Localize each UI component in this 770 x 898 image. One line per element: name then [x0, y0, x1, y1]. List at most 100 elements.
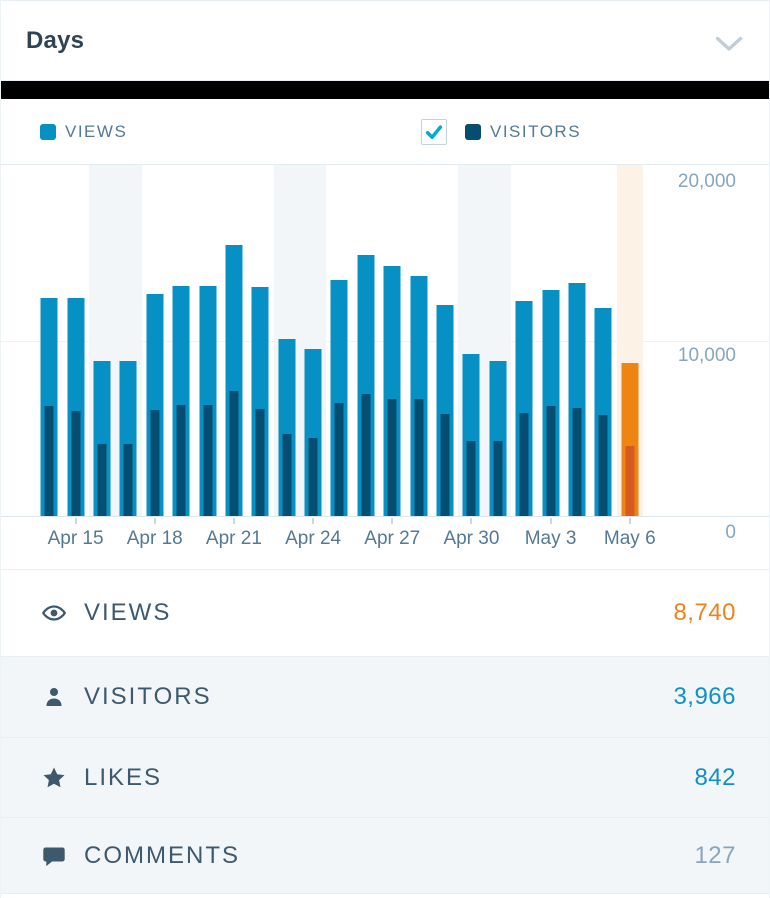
visitors-bar[interactable]: [572, 408, 582, 516]
x-axis-tick: [470, 518, 473, 524]
chart-bar-group-may-2[interactable]: [511, 165, 537, 516]
chart-bar-group-may-4[interactable]: [564, 165, 590, 516]
stat-tab-likes[interactable]: LIKES 842: [1, 737, 769, 817]
x-axis-tick: [628, 518, 631, 524]
chart-bar-group-apr-27[interactable]: [379, 165, 405, 516]
chart-bar-group-apr-26[interactable]: [353, 165, 379, 516]
x-axis-slot: [564, 517, 590, 569]
chart-bar-group-apr-21[interactable]: [221, 165, 247, 516]
stat-tab-visitors[interactable]: VISITORS 3,966: [1, 656, 769, 737]
legend-item-visitors[interactable]: VISITORS: [421, 99, 581, 164]
visitors-bar[interactable]: [44, 405, 54, 516]
x-axis-tick: [74, 518, 77, 524]
chart-bar-group-apr-15[interactable]: [62, 165, 88, 516]
stat-label-visitors: VISITORS: [84, 683, 212, 710]
x-axis-tick: [153, 518, 156, 524]
legend-views-label: VIEWS: [65, 121, 128, 141]
user-icon: [41, 684, 67, 710]
x-axis-slot: [326, 517, 352, 569]
visitors-bar[interactable]: [414, 399, 424, 516]
x-axis: Apr 15 Apr 18 Apr 21 Apr 24 Apr 27 Apr 30 May …: [36, 517, 656, 569]
chart-bar-group-apr-18[interactable]: [142, 165, 168, 516]
checkmark-icon: [425, 124, 443, 139]
visitors-bar[interactable]: [519, 412, 529, 516]
stat-value-visitors: 3,966: [673, 683, 736, 710]
stat-label-comments: COMMENTS: [84, 841, 240, 869]
visitors-bar[interactable]: [203, 404, 213, 516]
stats-summary-tabs: VIEWS 8,740 VISITORS 3,966 LIKES 842 COMMENTS 1…: [1, 569, 769, 893]
star-icon: [41, 765, 67, 791]
module-header[interactable]: Days: [1, 1, 769, 81]
chevron-down-icon[interactable]: [715, 36, 743, 52]
chart-bar-group-apr-16[interactable]: [88, 165, 116, 516]
visitors-bar[interactable]: [123, 444, 133, 516]
visitors-bar[interactable]: [229, 391, 239, 516]
x-axis-slot: Apr 18: [127, 517, 183, 569]
visitors-bar[interactable]: [387, 398, 397, 516]
visitors-bar[interactable]: [361, 394, 371, 516]
chart-bar-group-apr-30[interactable]: [458, 165, 485, 516]
visitors-bar[interactable]: [308, 438, 318, 516]
x-axis-label-apr-15: Apr 15: [47, 528, 104, 549]
x-axis-label-may-6: May 6: [603, 528, 656, 549]
visitors-bar[interactable]: [493, 440, 503, 516]
visitors-bar[interactable]: [176, 405, 186, 516]
x-axis-slot: May 3: [525, 517, 576, 569]
y-axis-label-20000: 20,000: [677, 171, 736, 192]
chart-bar-group-may-6[interactable]: [616, 165, 643, 516]
x-axis-slot: [168, 517, 194, 569]
x-axis-slot: [247, 517, 273, 569]
x-axis-tick: [549, 518, 552, 524]
stat-label-likes: LIKES: [84, 763, 163, 791]
x-axis-slot: Apr 24: [285, 517, 341, 569]
legend-item-views[interactable]: VIEWS: [40, 122, 127, 142]
chart-bar-group-may-5[interactable]: [590, 165, 616, 516]
chart-bar-group-may-3[interactable]: [537, 165, 563, 516]
visitors-bar[interactable]: [255, 408, 265, 516]
chart-bar-group-apr-25[interactable]: [326, 165, 352, 516]
stat-label-views: VIEWS: [84, 599, 172, 626]
visitors-bar[interactable]: [282, 434, 292, 516]
visitors-bar[interactable]: [466, 440, 476, 516]
chart-bar-group-apr-29[interactable]: [432, 165, 458, 516]
comment-icon: [41, 843, 67, 869]
chart-bar-group-apr-20[interactable]: [194, 165, 220, 516]
views-swatch: [40, 123, 56, 140]
visitors-bar[interactable]: [598, 415, 608, 516]
visitors-bar[interactable]: [546, 405, 556, 516]
chart-bar-group-apr-14[interactable]: [36, 165, 62, 516]
section-divider-bar: [1, 81, 769, 99]
chart-bar-group-apr-23[interactable]: [273, 165, 300, 516]
x-axis-slot: May 6: [604, 517, 656, 569]
chart-bar-group-may-1[interactable]: [484, 165, 512, 516]
x-axis-slot: [485, 517, 511, 569]
visitors-bar[interactable]: [334, 402, 344, 516]
x-axis-tick: [232, 518, 235, 524]
x-axis-slot: Apr 15: [48, 517, 104, 569]
x-axis-slot: Apr 27: [364, 517, 420, 569]
visitors-bar[interactable]: [71, 410, 81, 516]
visitors-bar[interactable]: [150, 410, 160, 516]
stat-value-likes: 842: [694, 763, 736, 791]
chart-bar-group-apr-28[interactable]: [405, 165, 431, 516]
visitors-checkbox[interactable]: [421, 118, 447, 145]
visitors-bar[interactable]: [440, 414, 450, 516]
chart-bar-group-apr-24[interactable]: [299, 165, 327, 516]
stat-tab-comments[interactable]: COMMENTS 127: [1, 817, 769, 893]
x-axis-tick: [391, 518, 394, 524]
chart-bar-group-apr-19[interactable]: [168, 165, 194, 516]
chart-bar-group-apr-22[interactable]: [247, 165, 273, 516]
y-axis-label-0: 0: [725, 522, 736, 543]
visitors-bar[interactable]: [97, 444, 107, 516]
visitors-swatch: [465, 123, 481, 140]
chart-plot-area: [1, 165, 769, 517]
visitors-bar[interactable]: [625, 446, 635, 516]
bottom-strip: [1, 893, 769, 897]
x-axis-label-apr-24: Apr 24: [285, 528, 342, 549]
chart-bar-group-apr-17[interactable]: [115, 165, 142, 516]
stat-tab-views[interactable]: VIEWS 8,740: [1, 569, 769, 656]
y-axis-label-10000: 10,000: [677, 345, 736, 366]
stat-value-views: 8,740: [673, 599, 736, 626]
x-axis-label-may-3: May 3: [524, 528, 577, 549]
